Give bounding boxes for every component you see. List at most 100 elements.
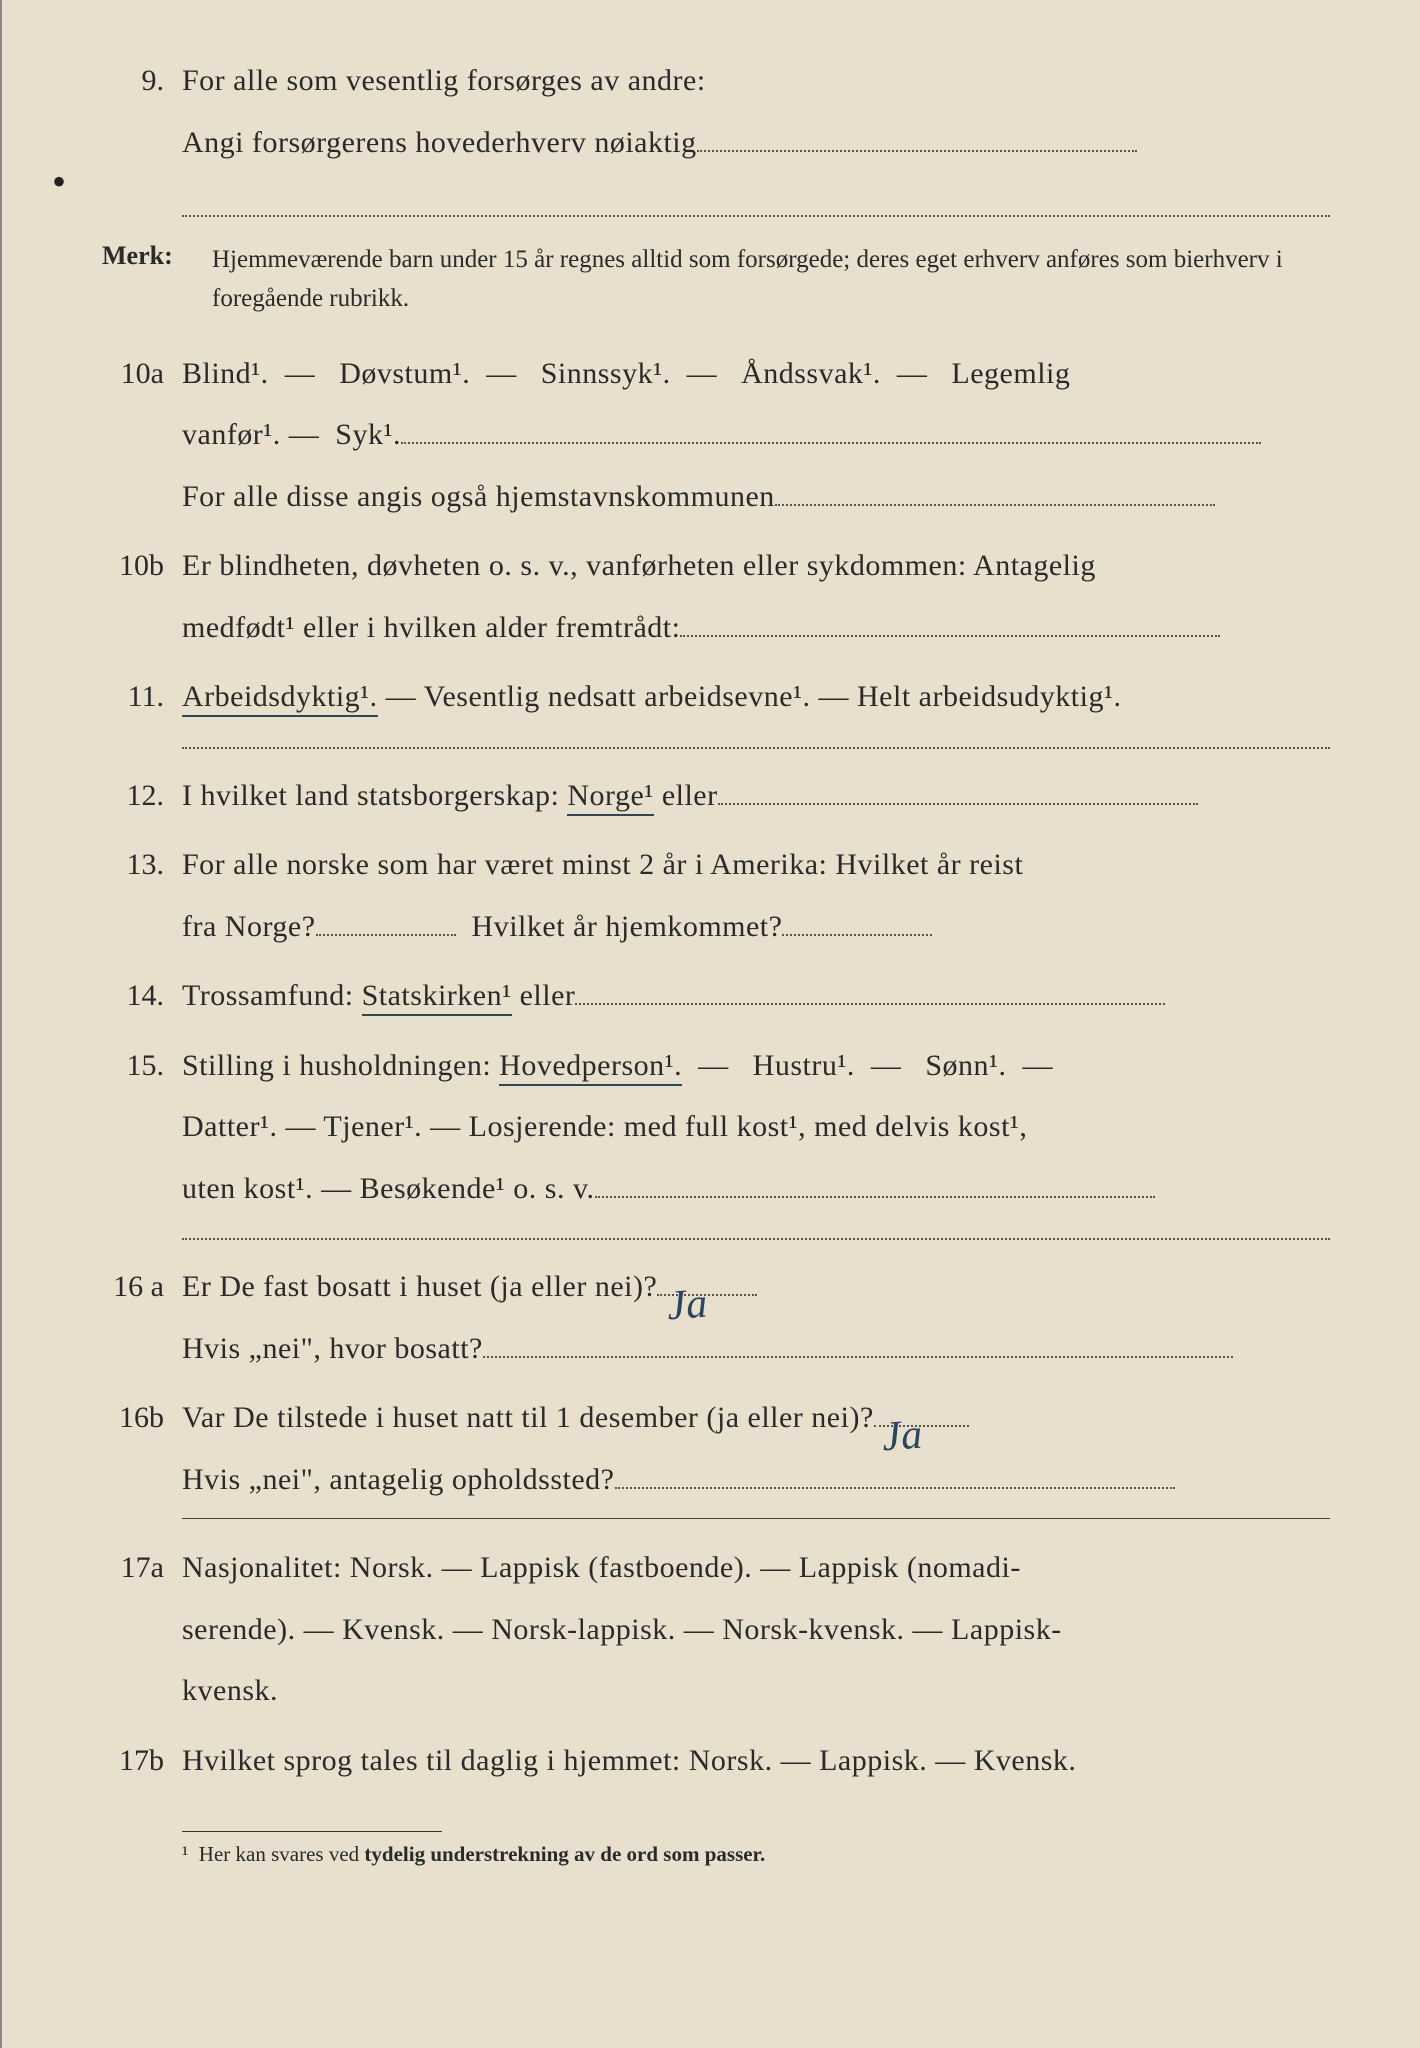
- question-16a: 16 a Er De fast bosatt i huset (ja eller…: [102, 1256, 1330, 1379]
- q15-sonn[interactable]: Sønn¹.: [925, 1049, 1006, 1082]
- q12-opt-norge[interactable]: Norge¹: [567, 779, 653, 816]
- q10a-number: 10a: [102, 357, 182, 391]
- q11-opt2[interactable]: Vesentlig nedsatt arbeidsevne¹.: [424, 680, 811, 713]
- q16b-number: 16b: [102, 1401, 182, 1435]
- q13-number: 13.: [102, 848, 182, 882]
- footnote-bold: tydelig understrekning av de ord som pas…: [364, 1842, 765, 1866]
- q17a-content: Nasjonalitet: Norsk. — Lappisk (fastboen…: [182, 1537, 1330, 1722]
- q16b-fill2[interactable]: [615, 1487, 1175, 1489]
- q15-line2[interactable]: Datter¹. — Tjener¹. — Losjerende: med fu…: [182, 1110, 1027, 1143]
- q11-opt3[interactable]: Helt arbeidsudyktig¹.: [857, 680, 1121, 713]
- q14-content: Trossamfund: Statskirken¹ eller: [182, 965, 1330, 1027]
- q17a-number: 17a: [102, 1551, 182, 1585]
- q10a-opt-legemlig[interactable]: Legemlig: [951, 357, 1070, 390]
- q9-line2: Angi forsørgerens hovederhverv nøiaktig: [182, 126, 697, 159]
- q17a-line3[interactable]: kvensk.: [182, 1674, 278, 1707]
- q10a-fill2[interactable]: [775, 504, 1215, 506]
- q16b-answer-field[interactable]: Ja: [874, 1425, 969, 1427]
- q16b-handwritten-ja: Ja: [879, 1392, 926, 1481]
- q14-lead: Trossamfund:: [182, 979, 362, 1012]
- q10b-content: Er blindheten, døvheten o. s. v., vanfør…: [182, 535, 1330, 658]
- q16a-answer-field[interactable]: Ja: [657, 1294, 757, 1296]
- q15-line3[interactable]: uten kost¹. — Besøkende¹ o. s. v.: [182, 1172, 595, 1205]
- q10a-opt-sinnssyk[interactable]: Sinnssyk¹.: [541, 357, 671, 390]
- footnote-rule: [182, 1831, 442, 1832]
- q10a-opt-vanfor[interactable]: vanfør¹.: [182, 418, 281, 451]
- q15-fill[interactable]: [595, 1196, 1155, 1198]
- q13-line2a: fra Norge?: [182, 910, 316, 943]
- question-16b: 16b Var De tilstede i huset natt til 1 d…: [102, 1387, 1330, 1510]
- q11-number: 11.: [102, 680, 182, 714]
- q14-opt-statskirken[interactable]: Statskirken¹: [362, 979, 512, 1016]
- q15-number: 15.: [102, 1049, 182, 1083]
- census-form-page: • 9. For alle som vesentlig forsørges av…: [0, 0, 1420, 2048]
- q14-number: 14.: [102, 979, 182, 1013]
- question-12: 12. I hvilket land statsborgerskap: Norg…: [102, 765, 1330, 827]
- q10a-content: Blind¹. — Døvstum¹. — Sinnssyk¹. — Åndss…: [182, 343, 1330, 528]
- q13-fill2[interactable]: [782, 934, 932, 936]
- q11-rule: [182, 746, 1330, 749]
- note-merk: Merk: Hjemmeværende barn under 15 år reg…: [102, 241, 1330, 319]
- q10a-opt-dovstum[interactable]: Døvstum¹.: [339, 357, 470, 390]
- question-14: 14. Trossamfund: Statskirken¹ eller: [102, 965, 1330, 1027]
- q14-fill[interactable]: [575, 1003, 1165, 1005]
- q12-number: 12.: [102, 779, 182, 813]
- question-17a: 17a Nasjonalitet: Norsk. — Lappisk (fast…: [102, 1537, 1330, 1722]
- q16a-fill2[interactable]: [483, 1356, 1233, 1358]
- q17a-line1[interactable]: Nasjonalitet: Norsk. — Lappisk (fastboen…: [182, 1551, 1021, 1584]
- q15-hustru[interactable]: Hustru¹.: [753, 1049, 855, 1082]
- q12-after: eller: [662, 779, 718, 812]
- q12-fill[interactable]: [718, 803, 1198, 805]
- q12-content: I hvilket land statsborgerskap: Norge¹ e…: [182, 765, 1330, 827]
- q16a-line2: Hvis „nei", hvor bosatt?: [182, 1332, 483, 1365]
- question-10a: 10a Blind¹. — Døvstum¹. — Sinnssyk¹. — Å…: [102, 343, 1330, 528]
- q16a-number: 16 a: [102, 1270, 182, 1304]
- q17b-content: Hvilket sprog tales til daglig i hjemmet…: [182, 1730, 1330, 1792]
- q11-content: Arbeidsdyktig¹. — Vesentlig nedsatt arbe…: [182, 666, 1330, 728]
- question-9: 9. For alle som vesentlig forsørges av a…: [102, 50, 1330, 173]
- q10b-fill[interactable]: [680, 635, 1220, 637]
- q10a-tail: For alle disse angis også hjemstavnskomm…: [182, 480, 775, 513]
- q15-lead: Stilling i husholdningen:: [182, 1049, 499, 1082]
- q16a-handwritten-ja: Ja: [664, 1261, 711, 1350]
- q16b-line2: Hvis „nei", antagelig opholdssted?: [182, 1463, 615, 1496]
- q9-fill-line[interactable]: [697, 150, 1137, 152]
- q9-number: 9.: [102, 64, 182, 98]
- footnote-sup: ¹: [182, 1842, 188, 1866]
- q9-content: For alle som vesentlig forsørges av andr…: [182, 50, 1330, 173]
- q10b-line2: medfødt¹ eller i hvilken alder fremtrådt…: [182, 611, 680, 644]
- question-15: 15. Stilling i husholdningen: Hovedperso…: [102, 1035, 1330, 1220]
- question-17b: 17b Hvilket sprog tales til daglig i hje…: [102, 1730, 1330, 1792]
- q10a-opt-syk[interactable]: Syk¹.: [335, 418, 401, 451]
- question-13: 13. For alle norske som har været minst …: [102, 834, 1330, 957]
- q9-continuation-line[interactable]: [182, 185, 1330, 217]
- question-11: 11. Arbeidsdyktig¹. — Vesentlig nedsatt …: [102, 666, 1330, 728]
- footnote-text: Her kan svares ved: [199, 1842, 365, 1866]
- q13-line1: For alle norske som har været minst 2 år…: [182, 848, 1023, 881]
- q17a-line2[interactable]: serende). — Kvensk. — Norsk-lappisk. — N…: [182, 1613, 1062, 1646]
- q11-opt1-underlined[interactable]: Arbeidsdyktig¹.: [182, 680, 378, 717]
- q13-fill1[interactable]: [316, 934, 456, 936]
- merk-label: Merk:: [102, 241, 212, 319]
- q10a-fill1[interactable]: [401, 442, 1261, 444]
- q15-rule: [182, 1237, 1330, 1240]
- merk-text: Hjemmeværende barn under 15 år regnes al…: [212, 241, 1330, 319]
- q13-line2b: Hvilket år hjemkommet?: [472, 910, 783, 943]
- separator-line: [182, 1518, 1330, 1519]
- q15-hovedperson[interactable]: Hovedperson¹.: [499, 1049, 682, 1086]
- q10b-line1: Er blindheten, døvheten o. s. v., vanfør…: [182, 549, 1096, 582]
- q13-content: For alle norske som har været minst 2 år…: [182, 834, 1330, 957]
- question-10b: 10b Er blindheten, døvheten o. s. v., va…: [102, 535, 1330, 658]
- q16b-content: Var De tilstede i huset natt til 1 desem…: [182, 1387, 1330, 1510]
- q17b-text[interactable]: Hvilket sprog tales til daglig i hjemmet…: [182, 1744, 1076, 1777]
- q9-line1: For alle som vesentlig forsørges av andr…: [182, 64, 706, 97]
- q10b-number: 10b: [102, 549, 182, 583]
- q10a-opt-andssvak[interactable]: Åndssvak¹.: [741, 357, 881, 390]
- q16a-content: Er De fast bosatt i huset (ja eller nei)…: [182, 1256, 1330, 1379]
- q15-content: Stilling i husholdningen: Hovedperson¹. …: [182, 1035, 1330, 1220]
- q16a-line1: Er De fast bosatt i huset (ja eller nei)…: [182, 1270, 657, 1303]
- q12-lead: I hvilket land statsborgerskap:: [182, 779, 567, 812]
- q10a-opt-blind[interactable]: Blind¹.: [182, 357, 269, 390]
- q17b-number: 17b: [102, 1744, 182, 1778]
- q14-after: eller: [520, 979, 576, 1012]
